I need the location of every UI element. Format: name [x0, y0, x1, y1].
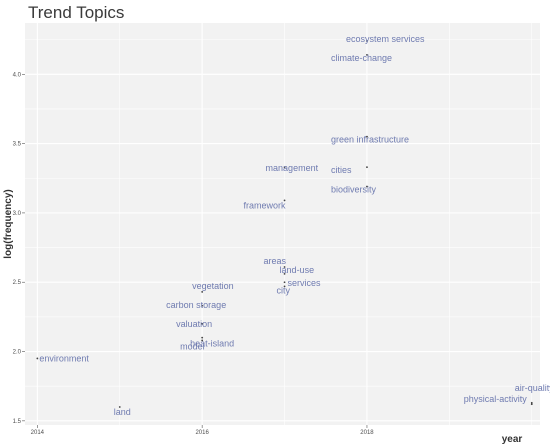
point-label: management — [266, 163, 319, 173]
point-label: green infrastructure — [331, 135, 409, 145]
data-point — [283, 273, 286, 275]
plot-panel — [25, 23, 540, 425]
data-point — [366, 53, 368, 56]
data-point — [366, 185, 368, 188]
data-point — [283, 166, 286, 169]
point-label: environment — [39, 353, 89, 363]
point-label: framework — [244, 200, 287, 210]
data-point — [201, 322, 204, 325]
y-tick-label: 4.0 — [13, 72, 22, 78]
point-label: areas — [264, 256, 287, 266]
point-label: valuation — [176, 319, 212, 329]
data-point — [530, 401, 533, 404]
point-label: land-use — [280, 265, 315, 275]
point-label: city — [277, 285, 291, 295]
data-point — [118, 406, 121, 408]
y-tick-label: 3.0 — [13, 211, 22, 217]
grid-lines — [25, 23, 540, 425]
data-point — [283, 199, 286, 202]
data-point — [201, 336, 204, 339]
point-label: climate-change — [331, 53, 392, 63]
y-axis-ticks: 1.5 2.0 2.5 3.0 3.5 4.0 — [13, 72, 25, 425]
x-tick-label: 2016 — [195, 430, 209, 436]
point-label: air-quality — [515, 383, 550, 393]
data-point — [201, 291, 204, 293]
point-label: ecosystem services — [346, 34, 425, 44]
point-label: biodiversity — [331, 185, 377, 195]
data-point — [366, 166, 368, 169]
data-point — [201, 304, 204, 307]
data-point — [283, 285, 286, 288]
y-tick-label: 1.5 — [13, 419, 22, 425]
point-label: model — [180, 341, 205, 351]
data-point — [366, 135, 368, 138]
point-label: land — [114, 407, 131, 417]
y-tick-label: 3.5 — [13, 142, 22, 148]
x-axis-title: year — [502, 434, 523, 445]
y-tick-label: 2.0 — [13, 350, 22, 356]
x-tick-label: 2014 — [31, 430, 45, 436]
y-axis-title: log(frequency) — [3, 189, 14, 258]
x-tick-label: 2018 — [360, 430, 374, 436]
x-axis-ticks: 2014 2016 2018 — [31, 425, 374, 436]
data-point — [366, 40, 368, 42]
chart-title: Trend Topics — [28, 3, 125, 22]
point-label: physical-activity — [464, 394, 528, 404]
data-points: ecosystem services climate-change green in… — [36, 34, 550, 417]
point-label: carbon storage — [166, 300, 226, 310]
point-label: vegetation — [192, 281, 234, 291]
point-label: services — [288, 278, 322, 288]
data-point — [36, 357, 39, 360]
data-point — [201, 339, 204, 342]
y-tick-label: 2.5 — [13, 280, 22, 286]
data-point — [283, 266, 286, 268]
data-point — [283, 281, 286, 284]
point-label: heat-island — [190, 339, 234, 349]
data-point — [530, 403, 533, 406]
point-label: cities — [331, 165, 352, 175]
